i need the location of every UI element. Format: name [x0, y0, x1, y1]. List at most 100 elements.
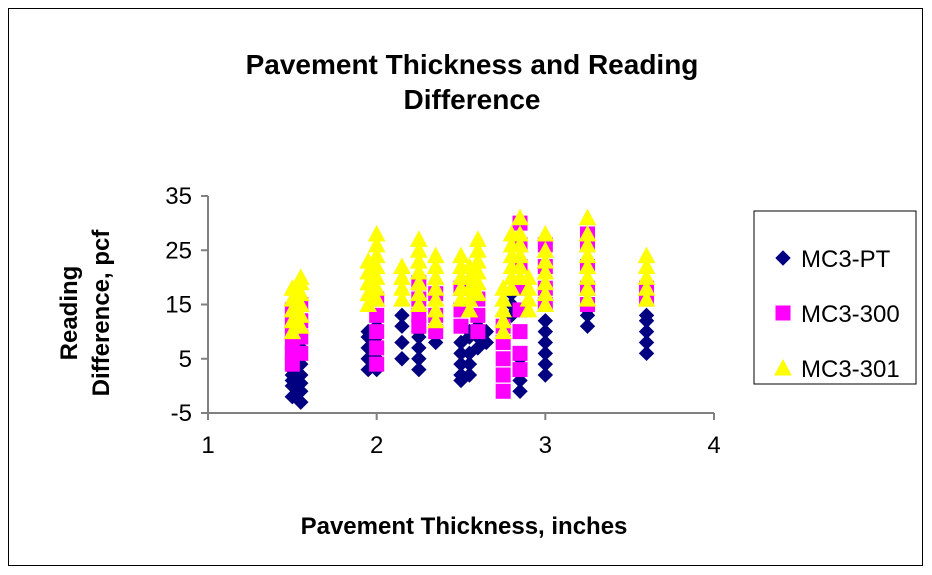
data-point — [469, 273, 487, 291]
y-axis-title-line-2: Difference, pcf — [88, 229, 115, 397]
data-point — [637, 268, 656, 285]
data-point — [426, 257, 445, 275]
data-point — [578, 279, 597, 296]
data-point — [367, 235, 386, 253]
data-point — [638, 345, 655, 362]
data-point — [461, 356, 478, 372]
axis-ticks: 1 2 3 4 35 25 15 5 -5 — [165, 183, 720, 459]
data-point — [578, 290, 597, 307]
data-point — [578, 235, 597, 253]
legend-marker-mc3-301 — [774, 358, 792, 376]
data-point — [293, 345, 309, 361]
data-point — [410, 273, 428, 291]
data-point — [393, 290, 411, 307]
data-point — [536, 241, 555, 258]
data-point — [452, 246, 470, 264]
data-point — [511, 224, 529, 242]
data-point — [367, 268, 386, 285]
data-point — [578, 208, 597, 226]
x-tick-label: 1 — [201, 432, 214, 459]
data-point — [512, 362, 528, 378]
data-point — [367, 257, 386, 275]
data-point — [291, 306, 310, 323]
data-point — [470, 324, 486, 340]
data-point — [426, 279, 445, 296]
data-point — [494, 311, 512, 329]
data-point — [367, 279, 386, 296]
series-mc3-301 — [283, 208, 656, 340]
data-point — [394, 351, 410, 367]
data-point — [578, 257, 597, 275]
data-point — [511, 257, 529, 275]
x-tick-label: 2 — [370, 432, 383, 459]
data-point — [537, 356, 554, 372]
data-point — [293, 383, 309, 400]
y-tick-label: -5 — [171, 400, 192, 427]
data-point — [637, 246, 656, 264]
data-point — [537, 345, 554, 362]
data-point — [536, 273, 555, 291]
data-point — [411, 361, 427, 378]
data-point — [469, 262, 487, 280]
data-point — [410, 241, 428, 258]
data-point — [393, 257, 411, 275]
data-point — [293, 394, 309, 410]
data-point — [519, 268, 538, 285]
data-point — [394, 334, 410, 351]
data-point — [367, 246, 386, 264]
data-point — [410, 230, 428, 247]
data-point — [536, 284, 555, 302]
data-point — [369, 356, 385, 372]
data-point — [519, 290, 538, 307]
data-point — [494, 290, 512, 307]
data-point — [536, 262, 555, 280]
data-point — [536, 224, 555, 242]
legend-entries: MC3-PT MC3-300 MC3-301 — [774, 246, 900, 383]
data-point — [536, 295, 555, 312]
data-point — [638, 334, 655, 351]
data-point — [511, 246, 529, 264]
data-point — [495, 367, 511, 383]
chart-area: Pavement Thickness and Reading Differenc… — [8, 8, 923, 566]
data-point — [410, 295, 428, 312]
data-point — [411, 351, 427, 367]
data-point — [369, 324, 385, 340]
data-point — [495, 383, 511, 399]
data-point — [411, 340, 427, 356]
data-point — [512, 324, 528, 340]
data-point — [469, 230, 487, 247]
data-point — [426, 246, 445, 264]
x-tick-label: 4 — [707, 432, 720, 459]
y-tick-label: 25 — [165, 237, 192, 264]
data-point — [578, 268, 597, 285]
data-point — [291, 284, 310, 302]
chart-title-line-1: Pavement Thickness and Reading — [246, 49, 699, 80]
data-point — [494, 322, 512, 340]
data-point — [410, 262, 428, 280]
x-tick-label: 3 — [539, 432, 552, 459]
data-point — [453, 318, 469, 334]
data-point — [578, 224, 597, 242]
data-point — [637, 279, 656, 296]
legend-marker-mc3-300 — [775, 305, 791, 321]
x-axis-title: Pavement Thickness, inches — [301, 513, 628, 540]
chart-title-line-2: Difference — [404, 84, 541, 115]
plot-points — [283, 208, 656, 410]
legend-marker-mc3-pt — [775, 250, 791, 266]
y-tick-label: 35 — [165, 183, 192, 210]
legend-label: MC3-PT — [801, 246, 891, 273]
data-point — [638, 323, 655, 340]
legend-label: MC3-300 — [801, 301, 900, 328]
data-point — [369, 340, 385, 356]
data-point — [393, 268, 411, 285]
data-point — [367, 224, 386, 242]
y-tick-label: 5 — [179, 346, 192, 373]
data-point — [426, 300, 445, 318]
data-point — [291, 295, 310, 312]
data-point — [579, 318, 596, 334]
data-point — [394, 307, 410, 324]
data-point — [519, 279, 538, 296]
data-point — [502, 279, 521, 296]
data-point — [495, 351, 511, 367]
data-point — [293, 375, 309, 391]
